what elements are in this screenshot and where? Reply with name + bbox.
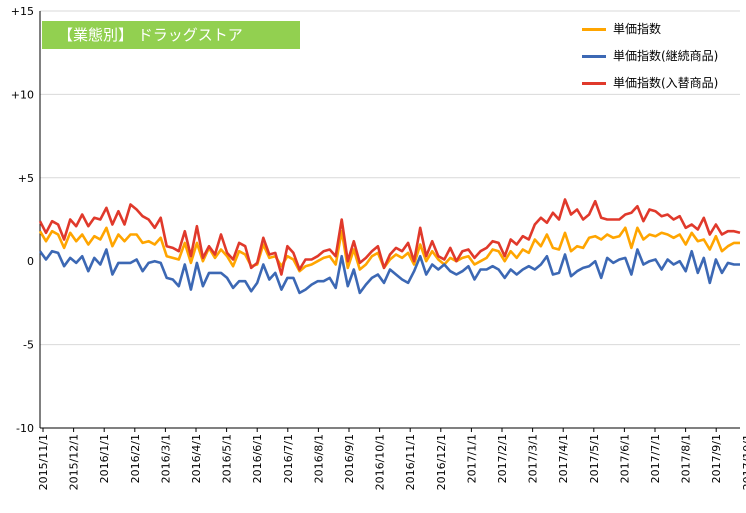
- legend-item-unit-price: 単価指数: [578, 20, 738, 47]
- x-tick-label: 2016/1/1: [98, 434, 111, 483]
- x-tick-label: 2017/8/1: [680, 434, 693, 483]
- y-tick-label: +15: [11, 5, 34, 18]
- legend-item-continuing-items: 単価指数(継続商品): [578, 47, 738, 74]
- x-tick-label: 2017/2/1: [496, 434, 509, 483]
- x-tick-label: 2016/3/1: [159, 434, 172, 483]
- x-tick-label: 2016/10/1: [374, 434, 387, 490]
- legend-swatch-unit-price: [582, 28, 606, 31]
- y-tick-label: +10: [11, 88, 34, 101]
- x-tick-label: 2016/11/1: [404, 434, 417, 490]
- y-tick-label: +5: [18, 172, 34, 185]
- x-tick-label: 2017/9/1: [710, 434, 723, 483]
- legend-swatch-replacement-items: [582, 82, 606, 85]
- x-tick-label: 2017/4/1: [557, 434, 570, 483]
- chart-title: 【業態別】 ドラッグストア: [42, 21, 300, 49]
- x-tick-label: 2016/12/1: [435, 434, 448, 490]
- x-tick-label: 2015/12/1: [68, 434, 81, 490]
- legend-label-continuing-items: 単価指数(継続商品): [613, 49, 719, 63]
- legend-label-replacement-items: 単価指数(入替商品): [613, 76, 719, 90]
- legend: 単価指数 単価指数(継続商品) 単価指数(入替商品): [578, 20, 738, 101]
- series-line-continuing-items: [38, 248, 740, 295]
- x-tick-label: 2016/7/1: [282, 434, 295, 483]
- x-tick-label: 2017/3/1: [527, 434, 540, 483]
- series-line-unit-price: [38, 226, 740, 273]
- x-tick-label: 2017/5/1: [588, 434, 601, 483]
- x-tick-label: 2015/11/1: [37, 434, 50, 490]
- y-tick-label: -10: [16, 422, 34, 435]
- x-tick-label: 2016/6/1: [251, 434, 264, 483]
- x-tick-label: 2017/7/1: [649, 434, 662, 483]
- x-tick-label: 2016/4/1: [190, 434, 203, 483]
- x-tick-label: 2016/9/1: [343, 434, 356, 483]
- legend-swatch-continuing-items: [582, 55, 606, 58]
- x-tick-label: 2016/8/1: [312, 434, 325, 483]
- legend-item-replacement-items: 単価指数(入替商品): [578, 74, 738, 101]
- y-tick-label: 0: [27, 255, 34, 268]
- x-tick-label: 2016/2/1: [129, 434, 142, 483]
- legend-label-unit-price: 単価指数: [613, 22, 662, 36]
- x-tick-label: 2017/6/1: [618, 434, 631, 483]
- x-tick-label: 2017/1/1: [465, 434, 478, 483]
- series-line-replacement-items: [38, 198, 741, 276]
- x-tick-label: 2016/5/1: [221, 434, 234, 483]
- x-tick-label: 2017/10/1: [741, 434, 746, 490]
- y-tick-label: -5: [23, 339, 34, 352]
